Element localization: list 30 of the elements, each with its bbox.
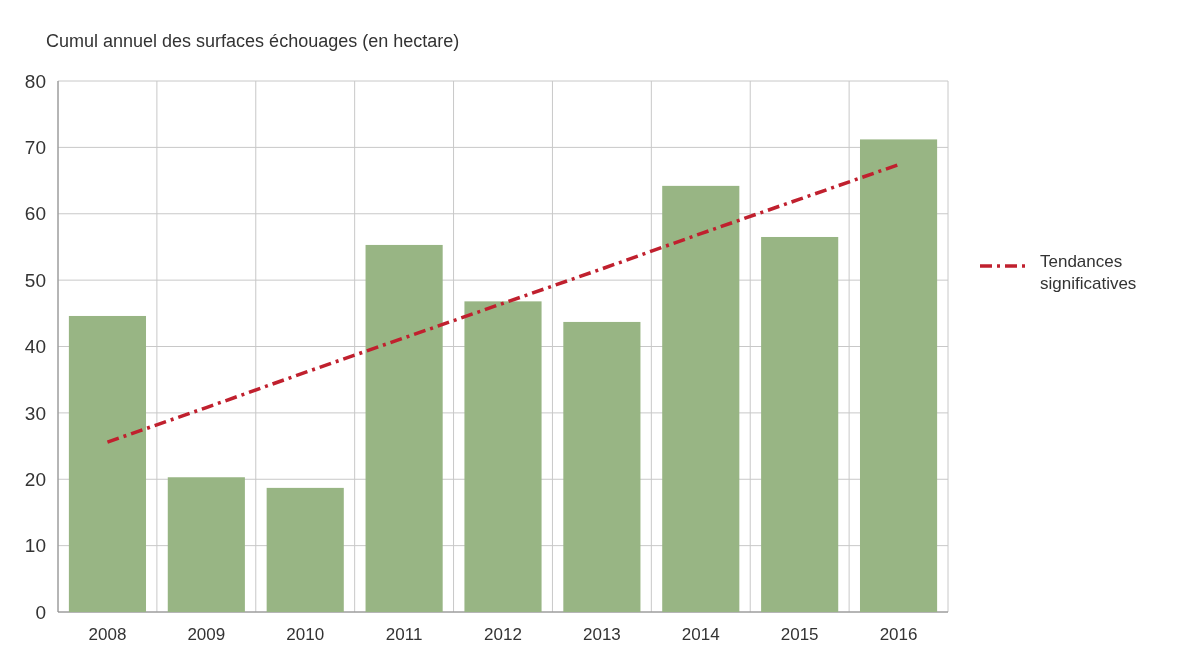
y-tick-label: 60 bbox=[24, 203, 46, 225]
x-tick-label: 2014 bbox=[681, 625, 720, 644]
legend-label: Tendances significatives bbox=[1040, 251, 1137, 293]
x-tick-label: 2008 bbox=[88, 625, 127, 644]
bar bbox=[68, 315, 147, 612]
y-tick-label: 10 bbox=[24, 535, 46, 557]
bar bbox=[761, 236, 839, 612]
y-tick-label: 70 bbox=[24, 137, 46, 159]
bar bbox=[563, 321, 641, 612]
x-tick-label: 2011 bbox=[385, 625, 423, 644]
x-tick-label: 2012 bbox=[484, 625, 522, 644]
y-tick-label: 0 bbox=[35, 601, 46, 623]
bar bbox=[662, 185, 740, 612]
y-tick-label: 50 bbox=[24, 269, 46, 291]
y-axis-title: Cumul annuel des surfaces échouages (en hectare) bbox=[46, 31, 460, 51]
y-tick-label: 80 bbox=[24, 70, 46, 92]
bar bbox=[365, 244, 443, 612]
y-tick-label: 40 bbox=[24, 336, 46, 358]
bar bbox=[266, 487, 344, 612]
line-series bbox=[105, 162, 901, 444]
bar bbox=[167, 477, 245, 612]
x-tick-label: 2010 bbox=[286, 625, 325, 644]
x-tick-label: 2013 bbox=[582, 625, 621, 644]
y-tick-label: 20 bbox=[24, 468, 46, 490]
y-tick-label: 30 bbox=[24, 402, 46, 424]
bar bbox=[464, 301, 542, 612]
bar bbox=[859, 139, 938, 612]
x-tick-label: 2016 bbox=[879, 625, 918, 644]
x-tick-label: 2015 bbox=[780, 625, 819, 644]
x-tick-label: 2009 bbox=[187, 625, 226, 644]
